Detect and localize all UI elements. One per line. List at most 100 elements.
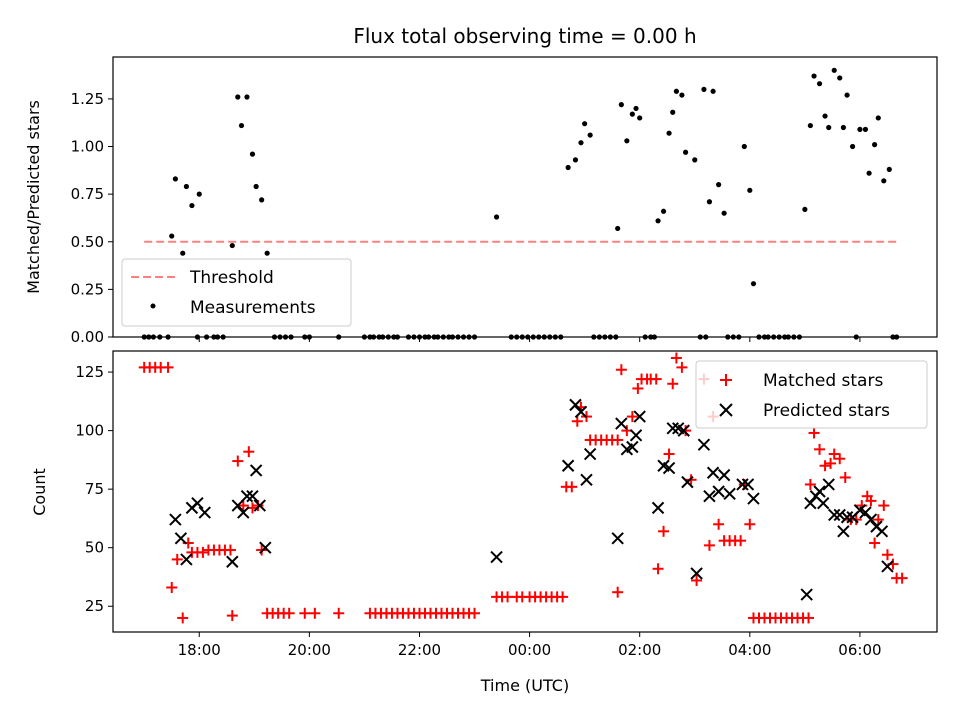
predicted-star-point [569, 398, 582, 412]
legend-measurements-label: Measurements [190, 298, 316, 318]
predicted-star-point [864, 513, 878, 526]
measurement-point [660, 208, 667, 214]
legend-predicted-label: Predicted stars [763, 401, 890, 421]
0-y-tick-label: 0.50 [71, 233, 104, 251]
measurement-point [747, 187, 753, 193]
measurement-point [235, 94, 241, 100]
predicted-star-point [249, 464, 263, 477]
matched-star-point [703, 539, 715, 551]
measurement-point [189, 202, 195, 209]
matched-star-point [632, 382, 644, 394]
measurement-point [615, 225, 621, 232]
legend-matched-swatch [720, 374, 732, 386]
predicted-star-point [490, 550, 503, 564]
measurement-point [679, 92, 685, 98]
1-y-tick-label: 50 [85, 539, 104, 557]
matched-star-point [566, 481, 578, 493]
measurement-point [881, 178, 887, 184]
matched-star-point [814, 443, 826, 455]
measurement-point [493, 214, 500, 220]
matched-star-point [670, 352, 682, 364]
1-y-tick-label: 100 [75, 422, 104, 440]
measurement-point [844, 92, 850, 98]
measurement-point [565, 164, 571, 171]
matched-star-point [283, 607, 295, 619]
matched-star-point [197, 546, 209, 558]
matched-star-point [612, 434, 624, 446]
legend-matched-label: Matched stars [763, 371, 883, 391]
predicted-star-point [840, 511, 854, 524]
bottom-panel: 25 50 75 100 125 18:00 20:00 22:00 00:00 02:00 04:… [30, 350, 938, 695]
predicted-star-point [174, 532, 188, 545]
predicted-star-point [259, 541, 272, 554]
matched-star-point [865, 495, 877, 507]
predicted-star-point [626, 440, 639, 454]
predicted-star-point [712, 485, 725, 498]
top-axes: 0.00 0.25 0.50 0.75 1.00 1.25 [71, 90, 861, 346]
measurement-point [169, 233, 175, 239]
matched-star-point [872, 514, 884, 526]
predicted-star-point [822, 478, 835, 491]
predicted-star-point [666, 422, 679, 435]
measurement-point [849, 143, 856, 150]
legend-threshold-label: Threshold [189, 268, 274, 288]
measurement-point [264, 250, 270, 256]
bottom-axes: 25 50 75 100 125 18:00 20:00 22:00 00:00 02:00 04:… [75, 363, 881, 659]
measurement-point [692, 157, 698, 163]
measurement-point [811, 73, 817, 79]
0-y-tick-label: 0.25 [71, 280, 104, 298]
matched-star-point [808, 427, 820, 439]
measurement-point [253, 183, 259, 190]
matched-star-point [881, 549, 893, 561]
1-y-tick-label: 75 [85, 480, 104, 498]
measurement-point [618, 102, 624, 108]
predicted-star-point [651, 501, 665, 515]
matched-star-point [663, 448, 675, 460]
predicted-star-point [828, 508, 841, 522]
1-x-tick-label: 00:00 [508, 641, 551, 659]
measurement-point [866, 170, 872, 176]
measurement-point [238, 122, 245, 129]
matched-star-point [571, 415, 583, 427]
matched-star-point [224, 544, 236, 556]
matched-star-point [226, 610, 238, 622]
matched-star-point [658, 525, 670, 537]
measurement-point [886, 166, 892, 172]
predicted-star-point [747, 492, 760, 505]
predicted-star-point [817, 497, 830, 510]
matched-star-point [166, 582, 178, 594]
matched-star-point [896, 572, 908, 584]
0-y-tick-label: 0.75 [71, 185, 104, 203]
0-y-tick-label: 0.00 [71, 328, 104, 346]
matched-star-point [309, 607, 321, 619]
1-x-tick-label: 04:00 [728, 641, 771, 659]
x-axis-label: Time (UTC) [480, 676, 569, 695]
matched-star-point [676, 361, 688, 373]
matched-star-point [825, 457, 837, 469]
predicted-star-point [180, 553, 193, 566]
measurement-point [587, 132, 593, 138]
0-y-tick-label: 1.00 [71, 138, 104, 156]
matched-star-point [803, 612, 815, 624]
predicted-star-point [804, 497, 817, 510]
chart-title: Flux total observing time = 0.00 h [353, 24, 696, 48]
bottom-legend-box [695, 360, 928, 429]
predicted-star-point [703, 489, 716, 503]
matched-star-point [502, 591, 514, 603]
measurement-point [259, 197, 265, 203]
matched-star-point [839, 471, 851, 483]
predicted-star-point [875, 525, 889, 538]
measurement-point [706, 199, 713, 205]
measurement-point [822, 113, 828, 119]
matched-star-point [691, 574, 703, 586]
matched-star-point [469, 607, 481, 619]
top-axes-frame [112, 56, 938, 338]
measurement-point [750, 281, 757, 287]
matched-star-point [299, 607, 311, 619]
predicted-star-point [226, 555, 239, 568]
predicted-star-point [231, 499, 244, 512]
measurement-point [172, 176, 178, 182]
matched-star-point [804, 478, 816, 490]
predicted-star-point [800, 588, 813, 601]
